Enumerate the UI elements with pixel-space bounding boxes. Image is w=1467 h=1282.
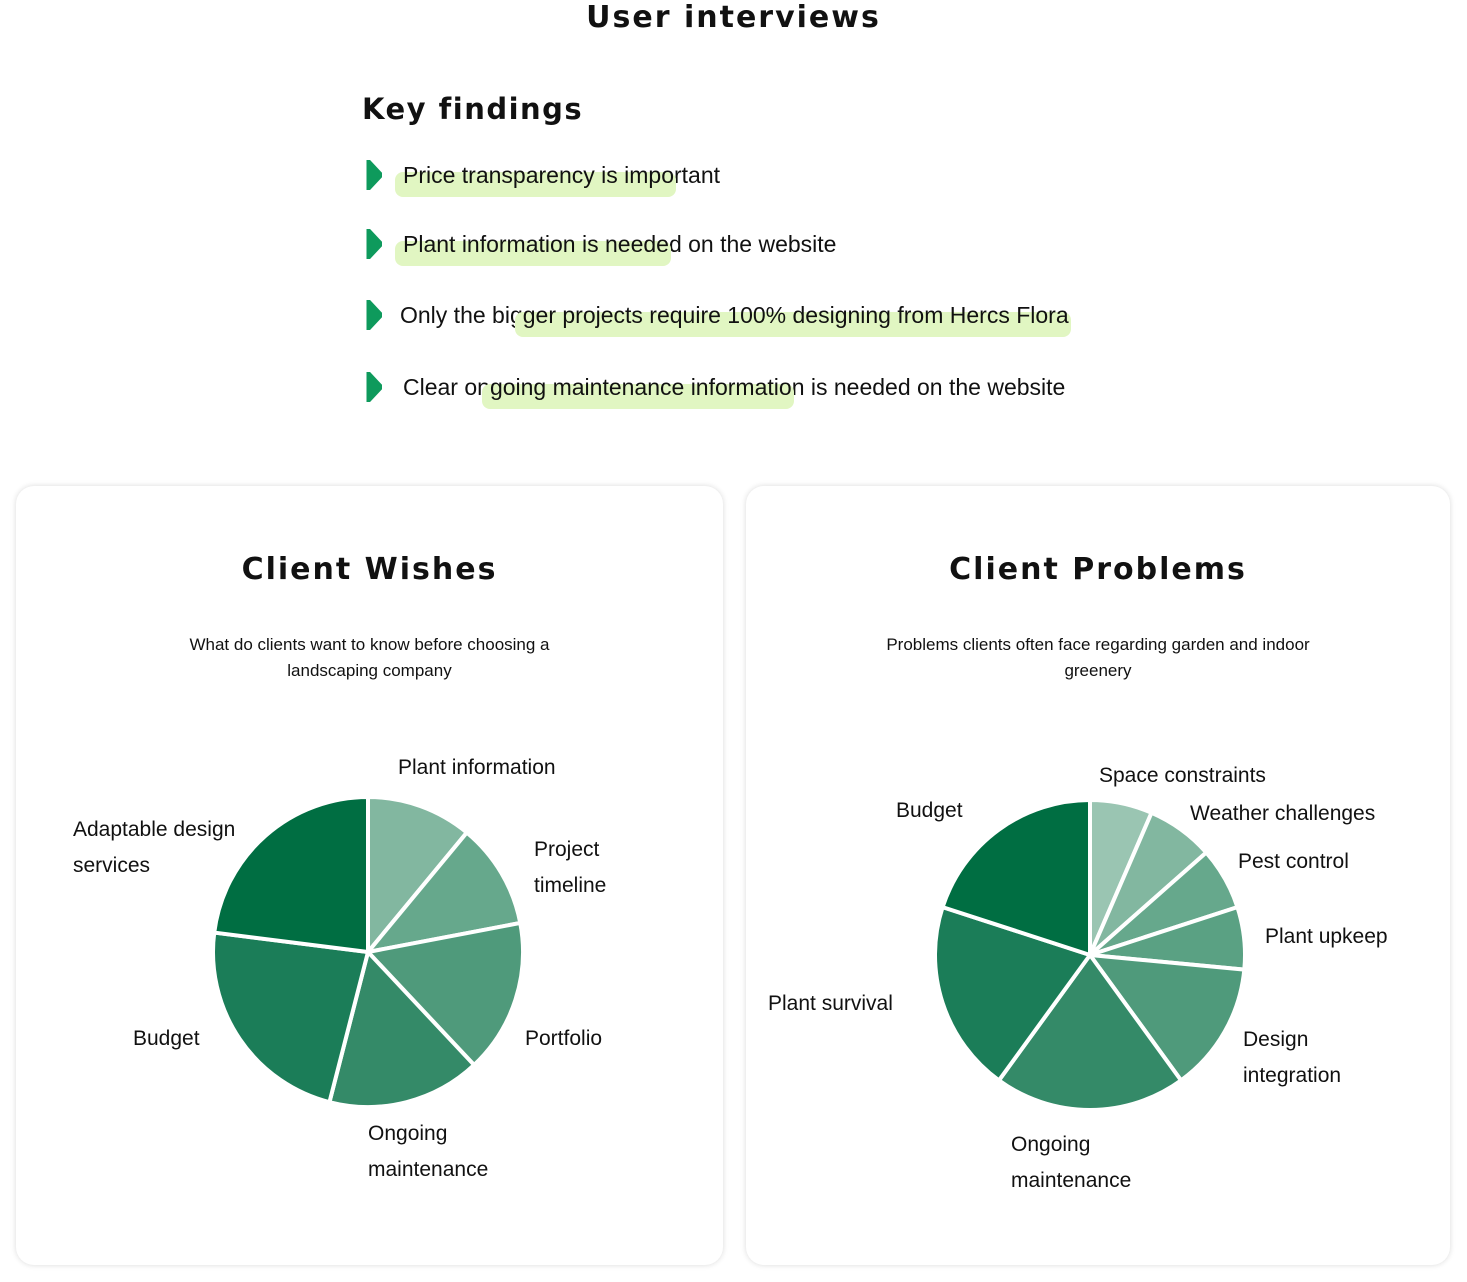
chevron-right-icon	[366, 300, 382, 330]
finding-item: Clear ongoing maintenance information is…	[366, 372, 1065, 402]
chevron-right-icon	[366, 229, 382, 259]
key-findings-heading: Key findings	[362, 92, 584, 126]
pie-slice	[366, 830, 523, 954]
finding-text-plain: d on the website	[668, 230, 837, 257]
slice-label: Ongoing maintenance	[368, 1122, 489, 1181]
chart-subtitle: Problems clients often face regarding ga…	[886, 635, 1310, 680]
pie-slice	[327, 950, 477, 1109]
slice-label: Plant information	[398, 756, 556, 779]
slice-label: Design integration	[1243, 1028, 1342, 1087]
finding-text: Plant information is needed on the websi…	[403, 231, 836, 258]
slice-label: Budget	[133, 1027, 200, 1050]
pie-slice	[996, 953, 1184, 1112]
pie-slice	[933, 905, 1092, 1083]
finding-text-highlight: ger projects require 100% designing from…	[522, 301, 1069, 328]
chevron-right-icon	[366, 372, 382, 402]
finding-text-highlight: Price transparency is impo	[403, 161, 674, 188]
pie-slice	[366, 920, 525, 1067]
pie-slice	[940, 798, 1092, 957]
chart-subtitle: What do clients want to know before choo…	[189, 635, 550, 680]
client-problems-pie	[933, 798, 1247, 1112]
slice-label: Plant upkeep	[1265, 925, 1388, 948]
finding-text-highlight: going maintenance informatio	[489, 373, 792, 400]
chart-title: Client Problems	[949, 552, 1247, 587]
finding-item: Only the bigger projects require 100% de…	[366, 300, 1069, 330]
client-wishes-pie	[211, 795, 525, 1109]
page-title: User interviews	[586, 0, 881, 35]
slice-label: Plant survival	[768, 992, 893, 1015]
slice-label: Project timeline	[534, 838, 607, 897]
pie-slice	[1088, 953, 1247, 1083]
client-problems-card: Client Problems Problems clients often f…	[746, 486, 1450, 1265]
slice-label: Ongoing maintenance	[1011, 1133, 1132, 1192]
slice-label: Adaptable design services	[73, 818, 236, 877]
chevron-right-icon	[366, 160, 382, 190]
pie-slice	[212, 795, 370, 954]
finding-text: Only the bigger projects require 100% de…	[400, 302, 1069, 329]
slice-label: Portfolio	[525, 1027, 603, 1050]
finding-text-plain: rtant	[674, 161, 721, 188]
finding-text-plain: Clear on	[403, 373, 490, 400]
finding-item: Plant information is needed on the websi…	[366, 229, 836, 259]
slice-label: Weather challenges	[1190, 802, 1376, 825]
pie-slice	[211, 930, 370, 1105]
pie-slice	[366, 795, 469, 954]
client-wishes-card: Client Wishes What do clients want to kn…	[16, 486, 723, 1265]
finding-text-highlight: Plant information is neede	[403, 230, 669, 257]
finding-text: Price transparency is important	[403, 162, 720, 189]
slice-label: Budget	[896, 799, 963, 822]
slice-label: Space constraints	[1099, 764, 1266, 787]
slice-label: Pest control	[1238, 850, 1349, 873]
finding-text-plain: n is needed on the website	[791, 373, 1066, 400]
finding-text-plain: Only the big	[400, 301, 523, 328]
finding-item: Price transparency is important	[366, 160, 720, 190]
finding-text: Clear ongoing maintenance information is…	[403, 374, 1065, 401]
chart-title: Client Wishes	[241, 552, 498, 587]
